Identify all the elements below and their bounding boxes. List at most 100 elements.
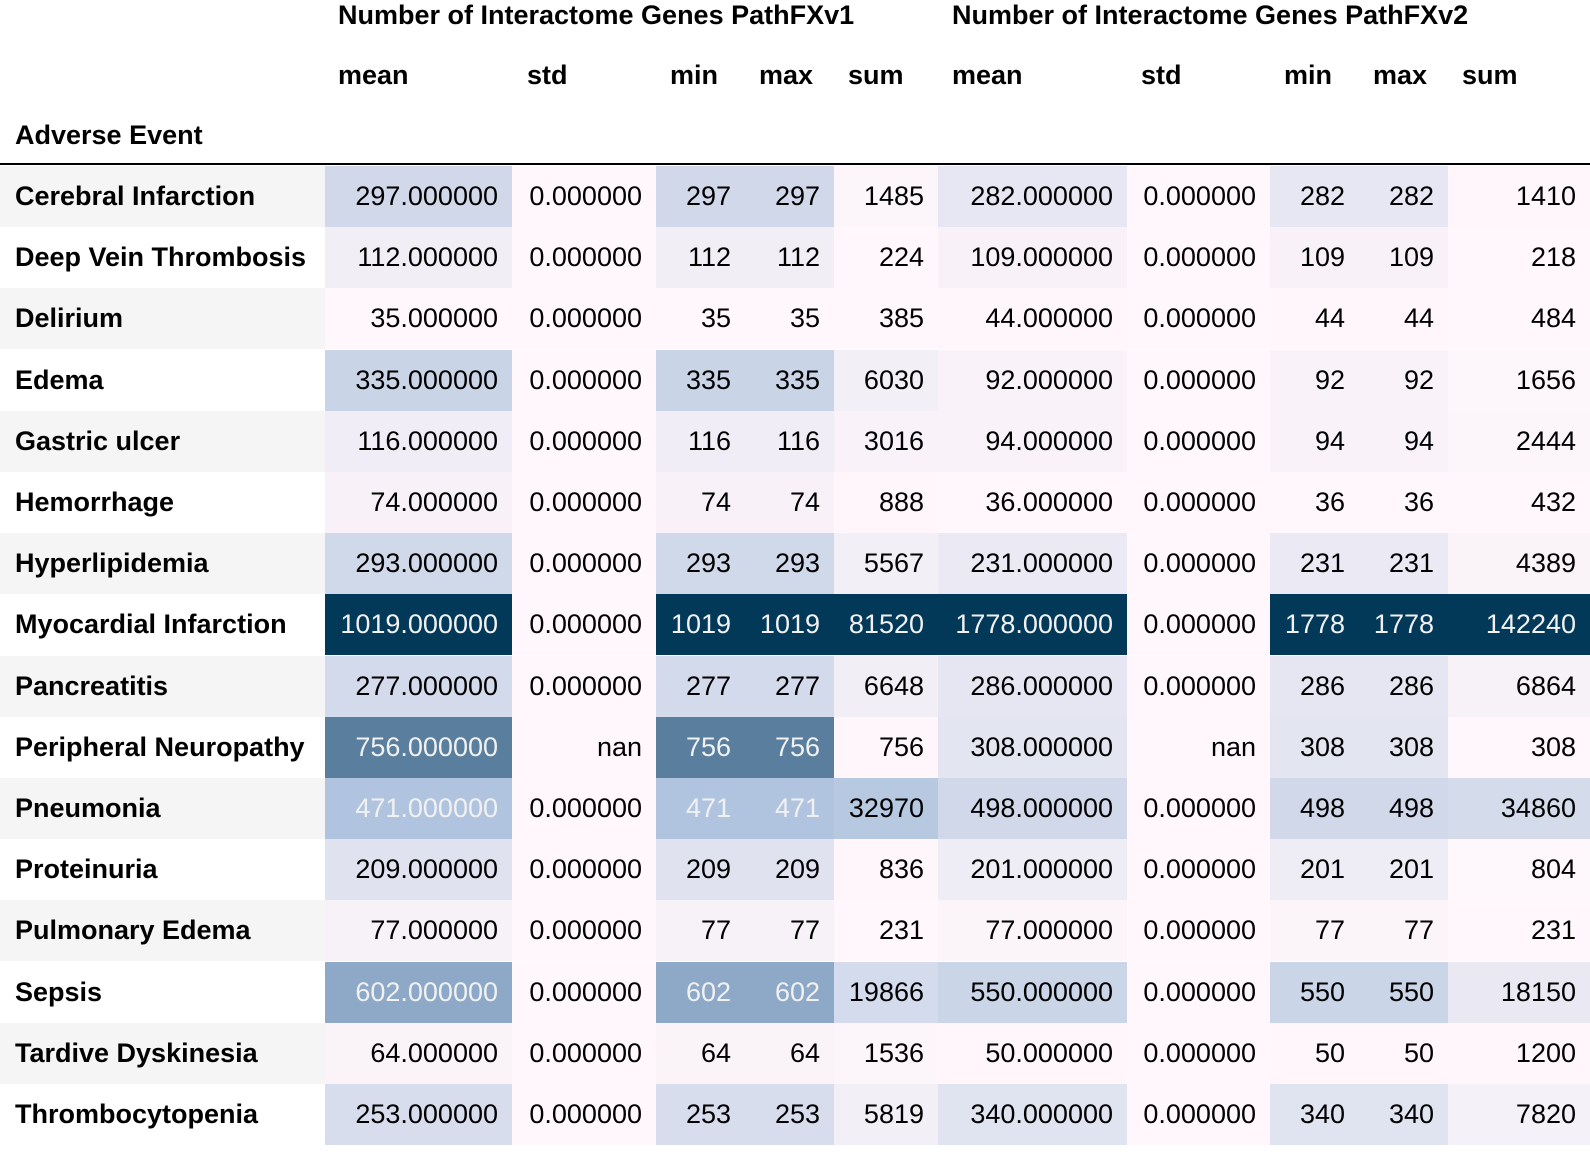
cell-peripheral-neuropathy-v2-mean: 308.000000 [938, 716, 1127, 778]
cell-gastric-ulcer-v1-std: 0.000000 [512, 410, 656, 472]
group-header-pathfxv1: Number of Interactome Genes PathFXv1 [338, 0, 855, 30]
cell-hemorrhage-v1-mean: 74.000000 [325, 472, 512, 533]
cell-hyperlipidemia-v2-sum: 4389 [1448, 533, 1590, 595]
row-label-peripheral-neuropathy: Peripheral Neuropathy [0, 716, 325, 778]
cell-edema-v1-std: 0.000000 [512, 349, 656, 411]
cell-gastric-ulcer-v1-max: 116 [745, 410, 834, 472]
cell-tardive-dyskinesia-v2-max: 50 [1359, 1022, 1448, 1084]
cell-hemorrhage-v2-max: 36 [1359, 472, 1448, 533]
index-header: Adverse Event [15, 120, 203, 150]
cell-sepsis-v1-std: 0.000000 [512, 961, 656, 1023]
cell-delirium-v1-min: 35 [656, 288, 745, 350]
cell-tardive-dyskinesia-v2-mean: 50.000000 [938, 1022, 1127, 1084]
cell-hemorrhage-v1-min: 74 [656, 472, 745, 533]
cell-deep-vein-thrombosis-v1-sum: 224 [834, 227, 938, 289]
cell-peripheral-neuropathy-v2-std: nan [1127, 716, 1270, 778]
cell-myocardial-infarction-v2-sum: 142240 [1448, 594, 1590, 656]
row-label-cerebral-infarction: Cerebral Infarction [0, 166, 325, 227]
row-label-gastric-ulcer: Gastric ulcer [0, 410, 325, 472]
cell-edema-v2-sum: 1656 [1448, 349, 1590, 411]
cell-thrombocytopenia-v1-std: 0.000000 [512, 1084, 656, 1145]
cell-sepsis-v2-max: 550 [1359, 961, 1448, 1023]
cell-deep-vein-thrombosis-v1-max: 112 [745, 227, 834, 289]
cell-hyperlipidemia-v2-mean: 231.000000 [938, 533, 1127, 595]
cell-pneumonia-v1-sum: 32970 [834, 778, 938, 839]
cell-pulmonary-edema-v2-mean: 77.000000 [938, 900, 1127, 962]
cell-gastric-ulcer-v2-std: 0.000000 [1127, 410, 1270, 472]
cell-sepsis-v2-min: 550 [1270, 961, 1359, 1023]
cell-peripheral-neuropathy-v1-std: nan [512, 716, 656, 778]
cell-pancreatitis-v2-sum: 6864 [1448, 655, 1590, 717]
cell-pulmonary-edema-v2-sum: 231 [1448, 900, 1590, 962]
cell-myocardial-infarction-v1-min: 1019 [656, 594, 745, 656]
cell-deep-vein-thrombosis-v2-mean: 109.000000 [938, 227, 1127, 289]
cell-sepsis-v1-max: 602 [745, 961, 834, 1023]
cell-proteinuria-v1-max: 209 [745, 839, 834, 901]
cell-peripheral-neuropathy-v2-max: 308 [1359, 716, 1448, 778]
cell-pulmonary-edema-v1-std: 0.000000 [512, 900, 656, 962]
cell-proteinuria-v2-mean: 201.000000 [938, 839, 1127, 901]
cell-pneumonia-v2-std: 0.000000 [1127, 778, 1270, 839]
cell-tardive-dyskinesia-v1-sum: 1536 [834, 1022, 938, 1084]
cell-sepsis-v2-mean: 550.000000 [938, 961, 1127, 1023]
cell-pancreatitis-v2-std: 0.000000 [1127, 655, 1270, 717]
cell-delirium-v1-max: 35 [745, 288, 834, 350]
cell-proteinuria-v2-max: 201 [1359, 839, 1448, 901]
col-header-v2-max: max [1373, 60, 1428, 90]
header-rule [0, 163, 1590, 165]
row-label-myocardial-infarction: Myocardial Infarction [0, 594, 325, 656]
cell-gastric-ulcer-v1-mean: 116.000000 [325, 410, 512, 472]
cell-proteinuria-v1-min: 209 [656, 839, 745, 901]
cell-delirium-v2-min: 44 [1270, 288, 1359, 350]
cell-hyperlipidemia-v1-mean: 293.000000 [325, 533, 512, 595]
cell-pulmonary-edema-v1-min: 77 [656, 900, 745, 962]
cell-tardive-dyskinesia-v2-sum: 1200 [1448, 1022, 1590, 1084]
cell-hyperlipidemia-v2-std: 0.000000 [1127, 533, 1270, 595]
cell-hyperlipidemia-v1-min: 293 [656, 533, 745, 595]
cell-pneumonia-v1-max: 471 [745, 778, 834, 839]
cell-pancreatitis-v1-max: 277 [745, 655, 834, 717]
cell-myocardial-infarction-v2-max: 1778 [1359, 594, 1448, 656]
group-header-pathfxv2: Number of Interactome Genes PathFXv2 [952, 0, 1469, 30]
cell-hemorrhage-v1-sum: 888 [834, 472, 938, 533]
col-header-v2-std: std [1141, 60, 1182, 90]
col-header-v2-min: min [1284, 60, 1333, 90]
col-header-v2-sum: sum [1462, 60, 1518, 90]
col-header-v1-mean: mean [338, 60, 409, 90]
cell-sepsis-v1-mean: 602.000000 [325, 961, 512, 1023]
cell-delirium-v2-std: 0.000000 [1127, 288, 1270, 350]
cell-edema-v2-std: 0.000000 [1127, 349, 1270, 411]
cell-delirium-v1-mean: 35.000000 [325, 288, 512, 350]
cell-hemorrhage-v2-min: 36 [1270, 472, 1359, 533]
cell-deep-vein-thrombosis-v1-min: 112 [656, 227, 745, 289]
cell-sepsis-v2-std: 0.000000 [1127, 961, 1270, 1023]
cell-deep-vein-thrombosis-v2-sum: 218 [1448, 227, 1590, 289]
col-header-v1-std: std [527, 60, 568, 90]
cell-myocardial-infarction-v1-mean: 1019.000000 [325, 594, 512, 656]
cell-deep-vein-thrombosis-v1-std: 0.000000 [512, 227, 656, 289]
cell-peripheral-neuropathy-v2-min: 308 [1270, 716, 1359, 778]
cell-tardive-dyskinesia-v1-std: 0.000000 [512, 1022, 656, 1084]
cell-sepsis-v1-sum: 19866 [834, 961, 938, 1023]
cell-pancreatitis-v1-sum: 6648 [834, 655, 938, 717]
row-label-edema: Edema [0, 349, 325, 411]
row-label-pulmonary-edema: Pulmonary Edema [0, 900, 325, 962]
row-label-hemorrhage: Hemorrhage [0, 472, 325, 533]
row-label-delirium: Delirium [0, 288, 325, 350]
cell-cerebral-infarction-v2-mean: 282.000000 [938, 166, 1127, 227]
cell-deep-vein-thrombosis-v1-mean: 112.000000 [325, 227, 512, 289]
col-header-v1-min: min [670, 60, 719, 90]
row-label-pneumonia: Pneumonia [0, 778, 325, 839]
cell-proteinuria-v1-sum: 836 [834, 839, 938, 901]
cell-sepsis-v1-min: 602 [656, 961, 745, 1023]
cell-edema-v1-min: 335 [656, 349, 745, 411]
cell-peripheral-neuropathy-v1-sum: 756 [834, 716, 938, 778]
cell-cerebral-infarction-v1-std: 0.000000 [512, 166, 656, 227]
cell-thrombocytopenia-v1-sum: 5819 [834, 1084, 938, 1145]
cell-hyperlipidemia-v2-min: 231 [1270, 533, 1359, 595]
cell-myocardial-infarction-v2-min: 1778 [1270, 594, 1359, 656]
row-label-proteinuria: Proteinuria [0, 839, 325, 901]
cell-edema-v2-mean: 92.000000 [938, 349, 1127, 411]
cell-pneumonia-v2-max: 498 [1359, 778, 1448, 839]
